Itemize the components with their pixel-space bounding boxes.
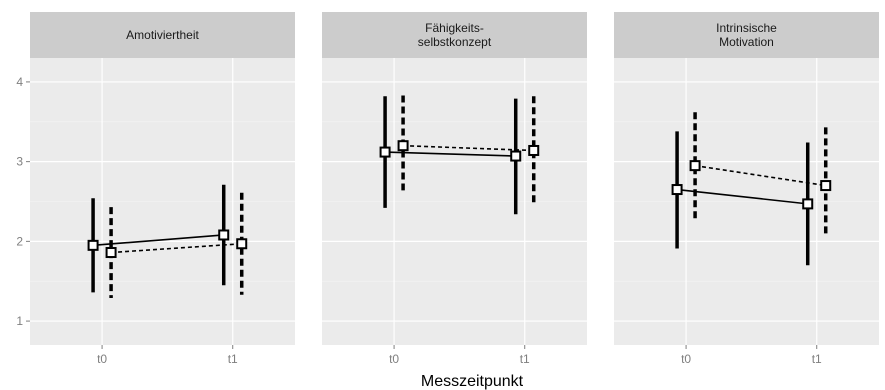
x-axis-title: Messzeitpunkt — [421, 373, 524, 390]
x-tick-label: t1 — [812, 352, 822, 366]
panel: Intrinsische Motivation t0 t1 — [614, 12, 879, 366]
series-line — [93, 234, 224, 247]
strip-background — [614, 12, 879, 58]
data-point — [671, 184, 683, 196]
series-line — [403, 144, 534, 152]
strip-title-line: Motivation — [719, 35, 774, 49]
x-tick-label: t1 — [520, 352, 530, 366]
data-point — [379, 146, 391, 158]
series-line — [676, 188, 808, 205]
strip-title: Fähigkeits-selbstkonzept — [418, 21, 492, 49]
x-tick-label: t0 — [97, 352, 107, 366]
series-line — [385, 151, 516, 157]
y-tick-label: 3 — [16, 155, 23, 169]
data-point — [105, 247, 117, 259]
strip-background — [30, 12, 295, 58]
data-point — [236, 238, 248, 250]
x-tick-label: t1 — [228, 352, 238, 366]
y-tick-label: 2 — [16, 234, 23, 248]
y-tick-label: 4 — [16, 75, 23, 89]
data-point — [510, 150, 522, 162]
x-tick-label: t0 — [389, 352, 399, 366]
series-line — [694, 164, 826, 187]
strip-title-line: selbstkonzept — [418, 35, 492, 49]
data-point — [87, 239, 99, 251]
data-point — [218, 229, 230, 241]
data-point — [397, 140, 409, 152]
x-tick-label: t0 — [681, 352, 691, 366]
data-point — [689, 160, 701, 172]
strip-background — [322, 12, 587, 58]
strip-title-line: Intrinsische — [716, 21, 777, 35]
series-line — [111, 242, 242, 254]
y-tick-label: 1 — [16, 314, 23, 328]
data-point — [528, 144, 540, 156]
strip-title-line: Amotiviertheit — [126, 28, 199, 42]
data-point — [802, 198, 814, 210]
panel: Fähigkeits-selbstkonzept t0 t1 — [322, 12, 587, 366]
data-point — [820, 180, 832, 192]
strip-title-line: Fähigkeits- — [425, 21, 484, 35]
panel: Amotiviertheit t0 t1 — [30, 12, 295, 366]
strip-title: Amotiviertheit — [126, 28, 199, 42]
strip-title: Intrinsische Motivation — [716, 21, 777, 49]
